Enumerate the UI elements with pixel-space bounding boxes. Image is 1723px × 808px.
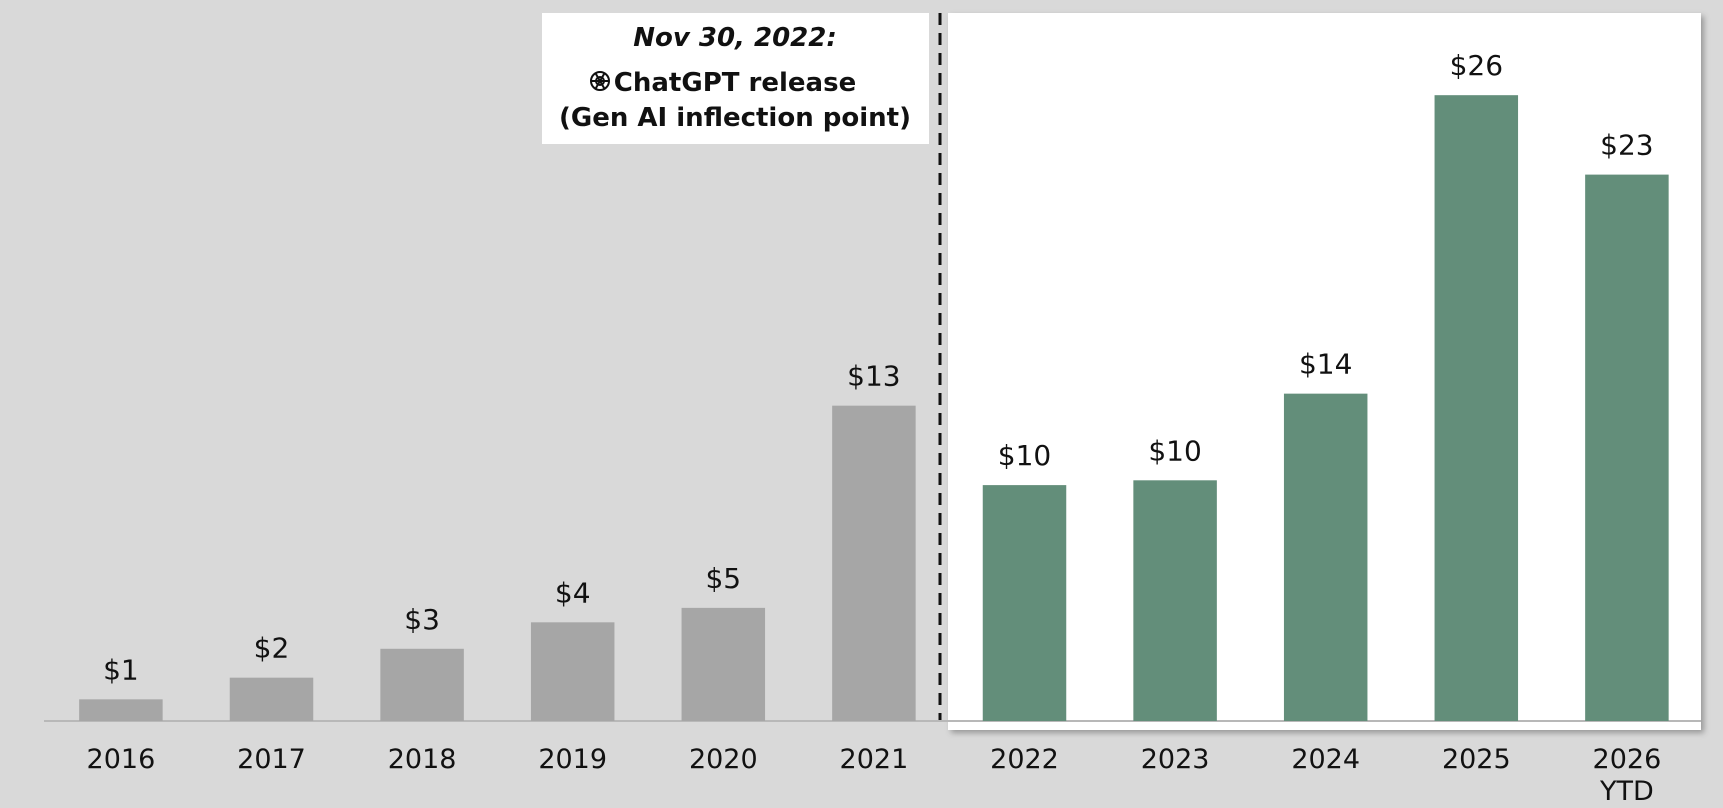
bar xyxy=(681,607,766,721)
value-label: $10 xyxy=(1148,434,1201,467)
x-tick-label: 2025 xyxy=(1441,744,1511,775)
bar xyxy=(832,405,916,721)
bar xyxy=(79,699,163,721)
value-label: $13 xyxy=(847,360,900,393)
value-label: $26 xyxy=(1450,49,1503,82)
annotation-line: ChatGPT release xyxy=(614,68,856,98)
annotation-line: (Gen AI inflection point) xyxy=(559,103,911,133)
chatgpt-icon xyxy=(590,71,610,91)
bar xyxy=(380,648,464,721)
annotation-box xyxy=(542,13,929,144)
bar xyxy=(982,485,1067,721)
bar xyxy=(1434,95,1519,722)
bar xyxy=(1133,480,1217,721)
value-label: $10 xyxy=(998,439,1051,472)
x-tick-label: 2016 xyxy=(86,744,156,775)
value-label: $5 xyxy=(705,562,741,595)
x-tick-label: 2021 xyxy=(839,744,909,775)
bar xyxy=(1585,174,1669,722)
x-tick-label: 2024 xyxy=(1291,744,1361,775)
bar xyxy=(229,677,314,721)
value-label: $3 xyxy=(404,603,440,636)
value-label: $23 xyxy=(1600,129,1653,162)
page: Nov 30, 2022: ChatGPT release (Gen AI in… xyxy=(44,13,1701,807)
x-tick-label: 2017 xyxy=(237,744,306,775)
x-tick-label: 2023 xyxy=(1140,744,1210,775)
x-tick-label: 2026 YTD xyxy=(1592,744,1662,807)
bar xyxy=(530,622,615,721)
chart: Nov 30, 2022: ChatGPT release (Gen AI in… xyxy=(44,13,1701,730)
annotation-date: Nov 30, 2022: xyxy=(633,23,837,53)
value-label: $14 xyxy=(1299,348,1352,381)
value-label: $1 xyxy=(103,653,139,686)
x-tick-label: 2022 xyxy=(990,744,1059,775)
x-tick-label: 2019 xyxy=(538,744,608,775)
value-label: $4 xyxy=(555,576,591,609)
x-tick-label: 2020 xyxy=(688,744,758,775)
value-label: $2 xyxy=(254,632,290,665)
bar xyxy=(1283,393,1368,721)
x-tick-label: 2018 xyxy=(387,744,457,775)
